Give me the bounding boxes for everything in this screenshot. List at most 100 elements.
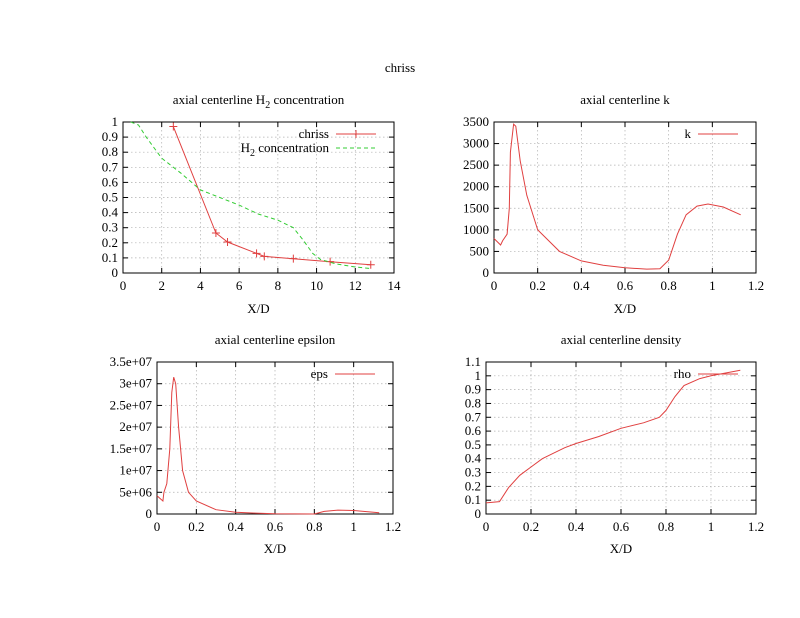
- y-tick-label: 0.5: [102, 190, 118, 205]
- series-line-eps: [156, 377, 380, 515]
- x-axis-label: X/D: [264, 541, 286, 556]
- x-tick-label: 1.2: [748, 278, 764, 293]
- data-point-marker: [169, 122, 178, 131]
- x-tick-label: 4: [197, 278, 204, 293]
- legend-label: eps: [311, 366, 328, 381]
- x-tick-label: 0.8: [661, 278, 677, 293]
- x-tick-label: 1.2: [385, 519, 401, 534]
- x-tick-label: 0: [483, 519, 490, 534]
- y-tick-label: 0.2: [102, 235, 118, 250]
- x-tick-label: 6: [236, 278, 243, 293]
- chart-panel-3: 0 0.2 0.4 0.6 0.8 1 1.200.10.20.30.40.50.60.70…: [465, 332, 764, 556]
- y-tick-label: 0.4: [102, 205, 119, 220]
- y-tick-label: 0.2: [465, 478, 481, 493]
- y-tick-label: 0: [475, 506, 482, 521]
- x-tick-label: 0.8: [306, 519, 322, 534]
- legend-label: rho: [674, 366, 691, 381]
- chart-panel-2: 0 0.2 0.4 0.6 0.8 1 1.2 0 5e+06 1e+07 1.5e+07 2e+07…: [110, 332, 401, 556]
- y-tick-label: 0.3: [465, 465, 481, 480]
- y-tick-label: 0.6: [102, 174, 119, 189]
- y-tick-label: 0.3: [102, 220, 118, 235]
- x-tick-label: 10: [310, 278, 323, 293]
- x-tick-label: 0: [120, 278, 127, 293]
- y-tick-label: 1: [112, 114, 119, 129]
- y-tick-label: 2e+07: [119, 419, 152, 434]
- x-tick-label: 0: [154, 519, 161, 534]
- x-tick-label: 0.2: [530, 278, 546, 293]
- y-tick-label: 3500: [463, 114, 489, 129]
- y-tick-label: 3000: [463, 136, 489, 151]
- y-tick-label: 3e+07: [119, 376, 152, 391]
- y-tick-label: 1500: [463, 200, 489, 215]
- x-tick-label: 0.6: [617, 278, 634, 293]
- y-tick-label: 0.1: [465, 492, 481, 507]
- x-axis-label: X/D: [614, 301, 636, 316]
- y-tick-label: 0.5: [465, 437, 481, 452]
- panel-title: axial centerline H2 concentration: [173, 92, 345, 111]
- x-tick-label: 0.6: [267, 519, 284, 534]
- series-line-h2-concentration: [130, 121, 371, 269]
- x-tick-label: 0.2: [188, 519, 204, 534]
- x-tick-label: 1: [350, 519, 357, 534]
- legend-label: chriss: [299, 126, 329, 141]
- series-line-chriss: [172, 126, 371, 266]
- data-point-marker: [252, 249, 261, 258]
- x-axis-label: X/D: [610, 541, 632, 556]
- plot-frame: [485, 361, 757, 515]
- legend-label: k: [685, 126, 692, 141]
- chart-panel-1: 0 0.2 0.4 0.6 0.8 1 1.2 0 500 1000 1500 2000 2500 300…: [463, 92, 764, 316]
- y-tick-label: 0.1: [102, 250, 118, 265]
- legend-label: H2 concentration: [241, 140, 330, 159]
- y-tick-label: 0.4: [465, 451, 482, 466]
- panel-title: axial centerline k: [580, 92, 670, 107]
- y-tick-label: 1.1: [465, 354, 481, 369]
- panel-title: axial centerline epsilon: [215, 332, 336, 347]
- y-tick-label: 2500: [463, 157, 489, 172]
- x-tick-label: 1.2: [748, 519, 764, 534]
- y-tick-label: 2000: [463, 179, 489, 194]
- y-tick-label: 3.5e+07: [110, 354, 153, 369]
- y-tick-label: 0.7: [465, 409, 482, 424]
- x-tick-label: 1: [709, 278, 716, 293]
- plot-frame: [122, 121, 395, 274]
- x-axis-label: X/D: [247, 301, 269, 316]
- x-tick-label: 1: [708, 519, 715, 534]
- panel-title: axial centerline density: [561, 332, 682, 347]
- y-tick-label: 0.7: [102, 159, 119, 174]
- y-tick-label: 0: [483, 265, 490, 280]
- x-tick-label: 2: [158, 278, 165, 293]
- data-point-marker: [223, 238, 232, 247]
- x-tick-label: 0: [491, 278, 498, 293]
- y-tick-label: 0.6: [465, 423, 482, 438]
- y-tick-label: 1000: [463, 222, 489, 237]
- y-tick-label: 0.9: [102, 129, 118, 144]
- y-tick-label: 500: [470, 243, 490, 258]
- x-tick-label: 0.6: [613, 519, 630, 534]
- y-tick-label: 2.5e+07: [110, 397, 153, 412]
- data-point-marker: [260, 252, 269, 261]
- chart-panel-0: 0 2 4 6 8 10 12 14 00.10.20.30.40.50.60.70.80.91…: [102, 92, 401, 316]
- legend-marker: [352, 130, 360, 138]
- x-tick-label: 0.4: [568, 519, 585, 534]
- series-line-rho: [485, 369, 741, 504]
- y-tick-label: 0.8: [102, 144, 118, 159]
- figure-title: chriss: [385, 60, 415, 75]
- x-tick-label: 8: [275, 278, 282, 293]
- y-tick-label: 0.8: [465, 395, 481, 410]
- y-tick-label: 0.9: [465, 382, 481, 397]
- data-point-marker: [289, 254, 298, 263]
- x-tick-label: 0.2: [523, 519, 539, 534]
- y-tick-label: 1: [475, 368, 482, 383]
- series-line-k: [493, 123, 741, 270]
- x-tick-label: 12: [349, 278, 362, 293]
- data-point-marker: [366, 260, 375, 269]
- y-tick-label: 1.5e+07: [110, 441, 153, 456]
- plot-frame: [493, 121, 757, 274]
- y-tick-label: 1e+07: [119, 463, 152, 478]
- x-tick-label: 0.4: [228, 519, 245, 534]
- x-tick-label: 0.4: [573, 278, 590, 293]
- x-tick-label: 0.8: [658, 519, 674, 534]
- y-tick-label: 0: [146, 506, 153, 521]
- x-tick-label: 14: [388, 278, 402, 293]
